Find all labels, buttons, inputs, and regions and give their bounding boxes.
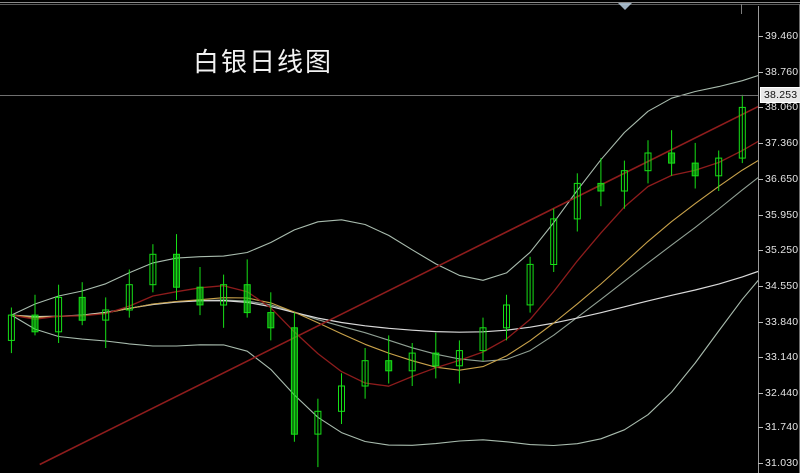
price-axis-label: 38.060 — [765, 101, 799, 113]
current-price-line — [0, 95, 758, 96]
price-axis-tick — [758, 463, 763, 464]
candle-body — [78, 296, 86, 321]
candle-body — [196, 286, 204, 306]
candle-body — [385, 360, 393, 372]
candle-body — [738, 106, 746, 159]
candle-body — [644, 152, 652, 172]
bollinger-middle-band — [10, 176, 758, 362]
candle-body — [243, 284, 251, 314]
candle-body — [479, 327, 487, 352]
price-axis-label: 34.550 — [765, 280, 799, 292]
price-axis-tick — [758, 179, 763, 180]
price-axis-tick — [758, 107, 763, 108]
price-series-svg — [7, 74, 758, 468]
candle-body — [220, 284, 228, 306]
bollinger-upper-band — [10, 74, 758, 316]
price-axis[interactable]: 39.460 38.760 38.060 37.360 36.650 35.950 35.2… — [758, 0, 800, 473]
price-axis-label: 31.740 — [765, 421, 799, 433]
candle-body — [267, 312, 275, 329]
candlestick-plot-area[interactable] — [0, 5, 758, 473]
price-axis-tick — [758, 357, 763, 358]
price-axis-label: 38.760 — [765, 66, 799, 78]
price-axis-tick — [758, 215, 763, 216]
price-axis-label: 31.030 — [765, 457, 799, 469]
price-axis-line — [758, 6, 759, 473]
price-axis-tick — [758, 143, 763, 144]
candle-body — [432, 352, 440, 367]
candle-body — [149, 253, 157, 286]
moving-average-mid-orange — [10, 159, 758, 371]
candle-body — [668, 152, 676, 164]
candle-body — [620, 170, 628, 192]
price-axis-label: 36.650 — [765, 173, 799, 185]
window-top-border — [0, 2, 800, 3]
candle-body — [597, 182, 605, 192]
price-axis-label: 35.250 — [765, 244, 799, 256]
window-top-border-inner — [0, 4, 800, 5]
candle-body — [691, 162, 699, 177]
candle-body — [338, 385, 345, 412]
price-axis-tick — [758, 427, 763, 428]
price-axis-label: 33.140 — [765, 351, 799, 363]
candle-body — [408, 352, 416, 372]
candle-body — [361, 360, 369, 387]
candle-body — [573, 182, 581, 220]
candle-body — [526, 263, 534, 306]
price-axis-tick — [758, 36, 763, 37]
price-axis-tick — [758, 322, 763, 323]
price-axis-label: 37.360 — [765, 137, 799, 149]
candle-body — [102, 309, 110, 321]
candle-body — [31, 314, 39, 333]
ascending-trendline — [39, 105, 758, 466]
candle-body — [503, 304, 510, 329]
price-axis-tick — [758, 286, 763, 287]
price-axis-label: 35.950 — [765, 209, 799, 221]
plot-right-divider — [741, 4, 742, 14]
candle-body — [715, 157, 723, 177]
price-axis-tick — [758, 393, 763, 394]
candle-body — [550, 218, 558, 265]
candle-body — [55, 296, 63, 333]
candlestick-series — [7, 94, 746, 468]
candle-body — [7, 314, 15, 341]
price-axis-tick — [758, 250, 763, 251]
candle-body — [290, 327, 298, 435]
down-arrow-marker-icon — [618, 3, 632, 10]
price-axis-label: 32.440 — [765, 387, 799, 399]
candle-body — [125, 284, 133, 311]
moving-average-short-red — [10, 140, 758, 387]
bollinger-lower-band — [10, 279, 758, 447]
price-axis-label: 33.840 — [765, 316, 799, 328]
chart-title: 白银日线图 — [193, 48, 334, 78]
price-axis-tick — [758, 72, 763, 73]
candle-body — [455, 350, 463, 367]
candle-body — [173, 253, 180, 288]
candle-body — [314, 410, 322, 435]
price-axis-label: 39.460 — [765, 30, 799, 42]
current-price-tag: 38.253 — [760, 87, 800, 103]
